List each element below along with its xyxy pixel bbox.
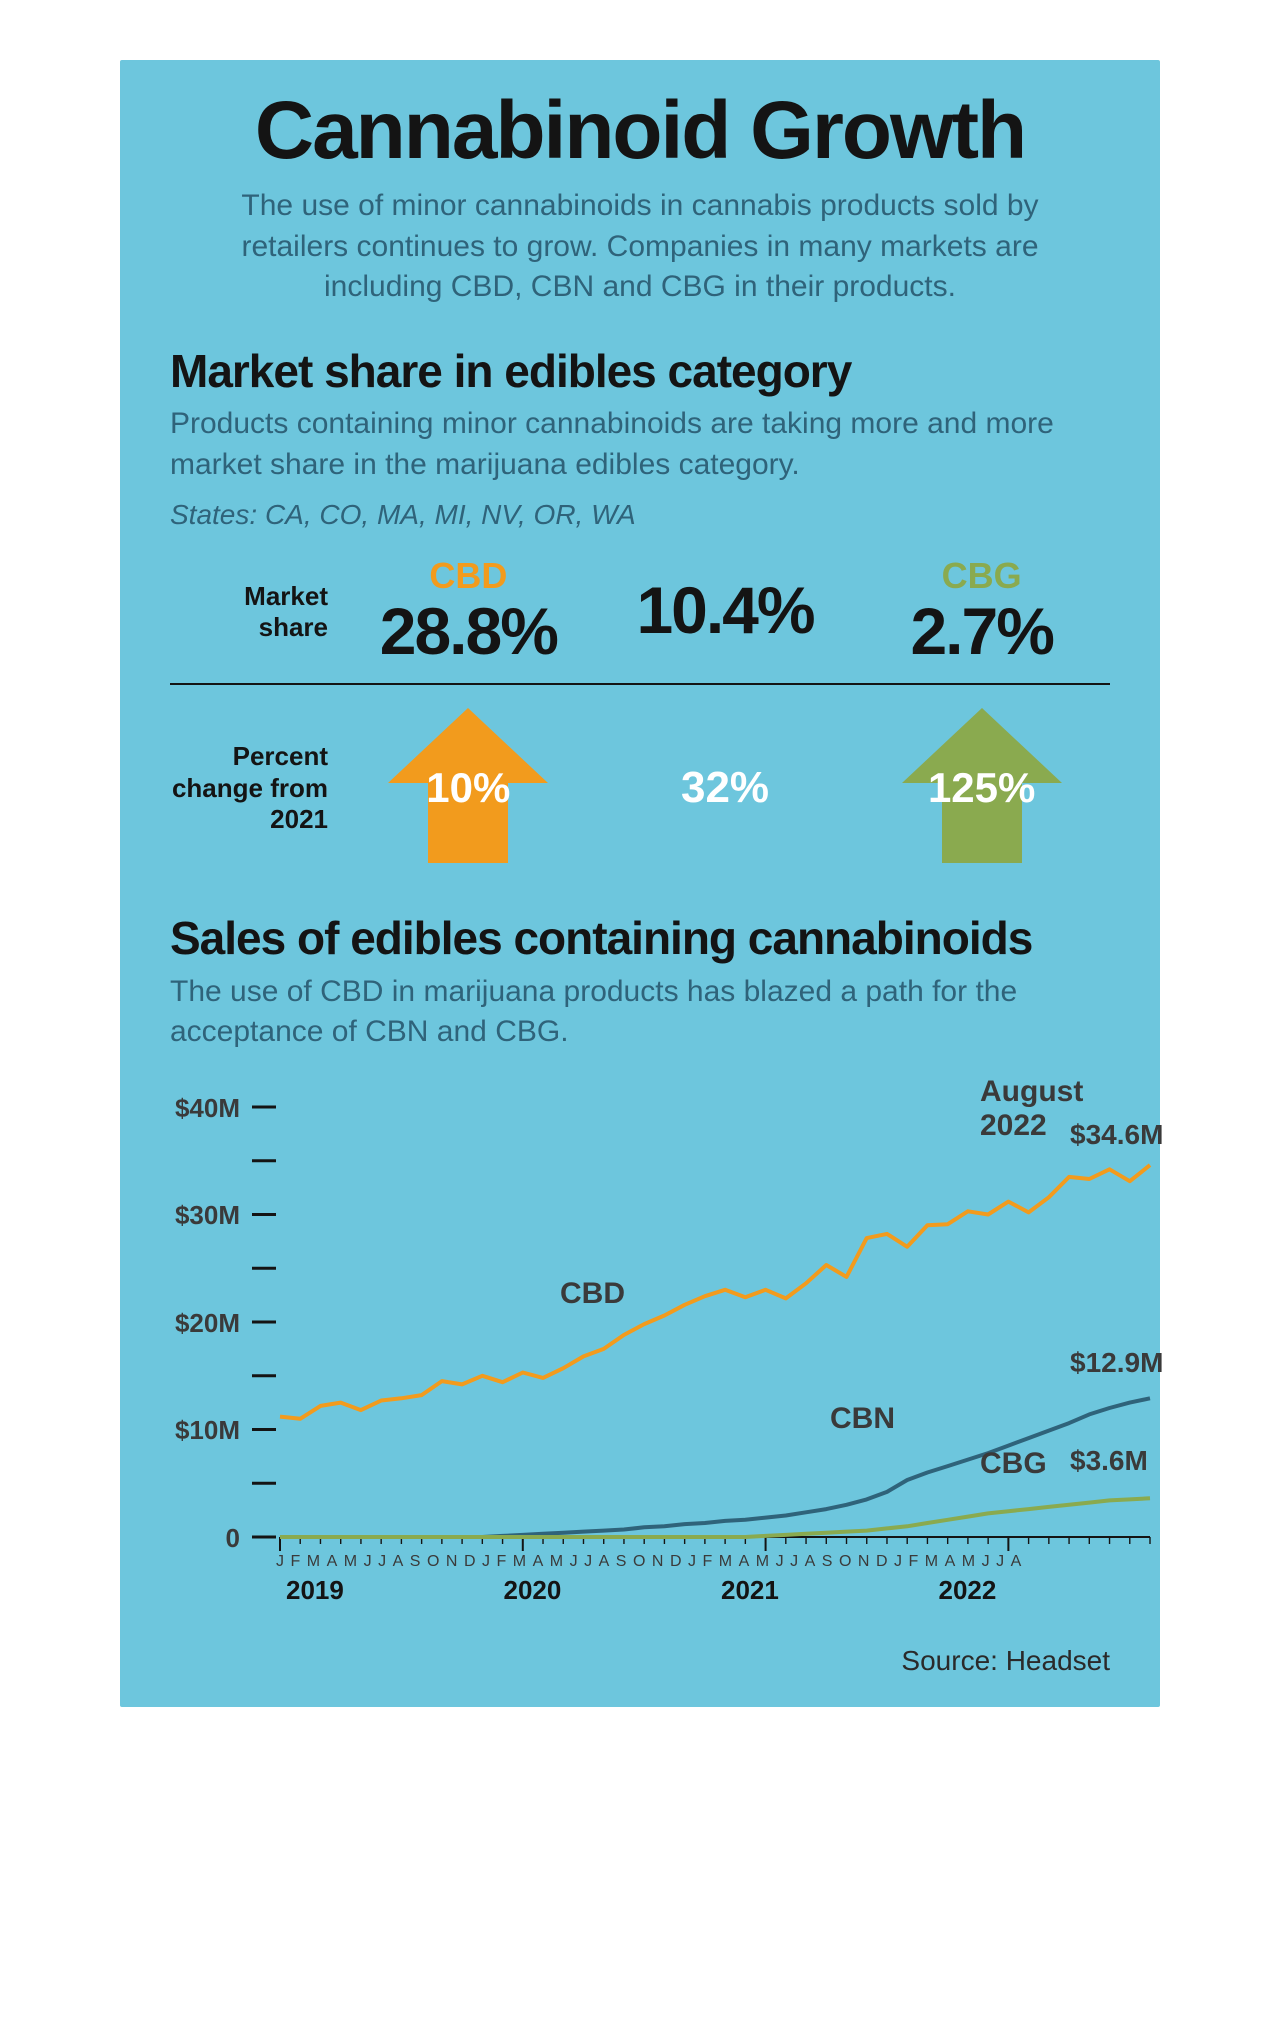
series-label-cbn: CBN xyxy=(830,1402,895,1436)
series-end-value-cbg: $3.6M xyxy=(1070,1445,1148,1477)
share-value-cbn: 10.4% xyxy=(597,572,854,648)
arrow-up-icon: 10% xyxy=(373,703,563,873)
states-label: States: CA, CO, MA, MI, NV, OR, WA xyxy=(170,499,1110,531)
page: Cannabinoid Growth The use of minor cann… xyxy=(0,0,1280,1767)
row-label-change: Percent change from 2021 xyxy=(170,741,340,835)
market-share-table: Market share CBD 28.8% 10.4% CBG 2.7% xyxy=(170,555,1110,873)
divider xyxy=(170,683,1110,685)
sales-chart-subtitle: The use of CBD in marijuana products has… xyxy=(170,972,1110,1053)
x-axis-year: 2020 xyxy=(498,1575,716,1606)
change-value-cbd: 10% xyxy=(426,764,510,812)
series-label-cbg: CBG xyxy=(980,1447,1047,1481)
sales-chart-title: Sales of edibles containing cannabinoids xyxy=(170,913,1110,964)
source-label: Source: Headset xyxy=(170,1645,1110,1677)
series-label-cbd: CBD xyxy=(560,1277,625,1311)
market-share-row-change: Percent change from 2021 10% 32% 125% xyxy=(170,703,1110,873)
market-share-subtitle: Products containing minor cannabinoids a… xyxy=(170,404,1110,485)
series-end-value-cbn: $12.9M xyxy=(1070,1347,1163,1379)
change-value-cbg: 125% xyxy=(928,764,1035,812)
ms-cell-cbd: CBD 28.8% xyxy=(340,555,597,669)
market-share-row-share: Market share CBD 28.8% 10.4% CBG 2.7% xyxy=(170,555,1110,673)
infographic-card: Cannabinoid Growth The use of minor cann… xyxy=(120,60,1160,1707)
share-value-cbd: 28.8% xyxy=(340,593,597,669)
compound-label-cbg: CBG xyxy=(853,555,1110,597)
series-line-cbd xyxy=(280,1165,1150,1419)
row-label-share: Market share xyxy=(170,581,340,643)
market-share-title: Market share in edibles category xyxy=(170,346,1110,397)
x-axis-year: 2021 xyxy=(715,1575,933,1606)
x-axis-year: 2022 xyxy=(933,1575,1151,1606)
main-title: Cannabinoid Growth xyxy=(170,90,1110,172)
x-axis-year: 2019 xyxy=(280,1575,498,1606)
arrow-up-icon: 125% xyxy=(887,703,1077,873)
change-value-cbn: 32% xyxy=(681,763,769,813)
ms-cell-cbn: 10.4% xyxy=(597,576,854,648)
x-axis-months: JFMAMJJASONDJFMAMJJASONDJFMAMJJASONDJFMA… xyxy=(276,1553,1166,1571)
ms-cell-cbg: CBG 2.7% xyxy=(853,555,1110,669)
chart-end-date-label: August 2022 xyxy=(980,1075,1110,1143)
x-axis-years: 2019202020212022 xyxy=(280,1575,1150,1606)
change-cell-cbn: 32% xyxy=(597,703,854,873)
share-value-cbg: 2.7% xyxy=(853,593,1110,669)
change-cell-cbd: 10% xyxy=(340,703,597,873)
sales-line-chart: 0$10M$20M$30M$40MCBD$34.6MCBN$12.9MCBG$3… xyxy=(170,1067,1110,1627)
change-cell-cbg: 125% xyxy=(853,703,1110,873)
main-subtitle: The use of minor cannabinoids in cannabi… xyxy=(170,186,1110,308)
compound-label-cbd: CBD xyxy=(340,555,597,597)
series-line-cbg xyxy=(280,1498,1150,1537)
